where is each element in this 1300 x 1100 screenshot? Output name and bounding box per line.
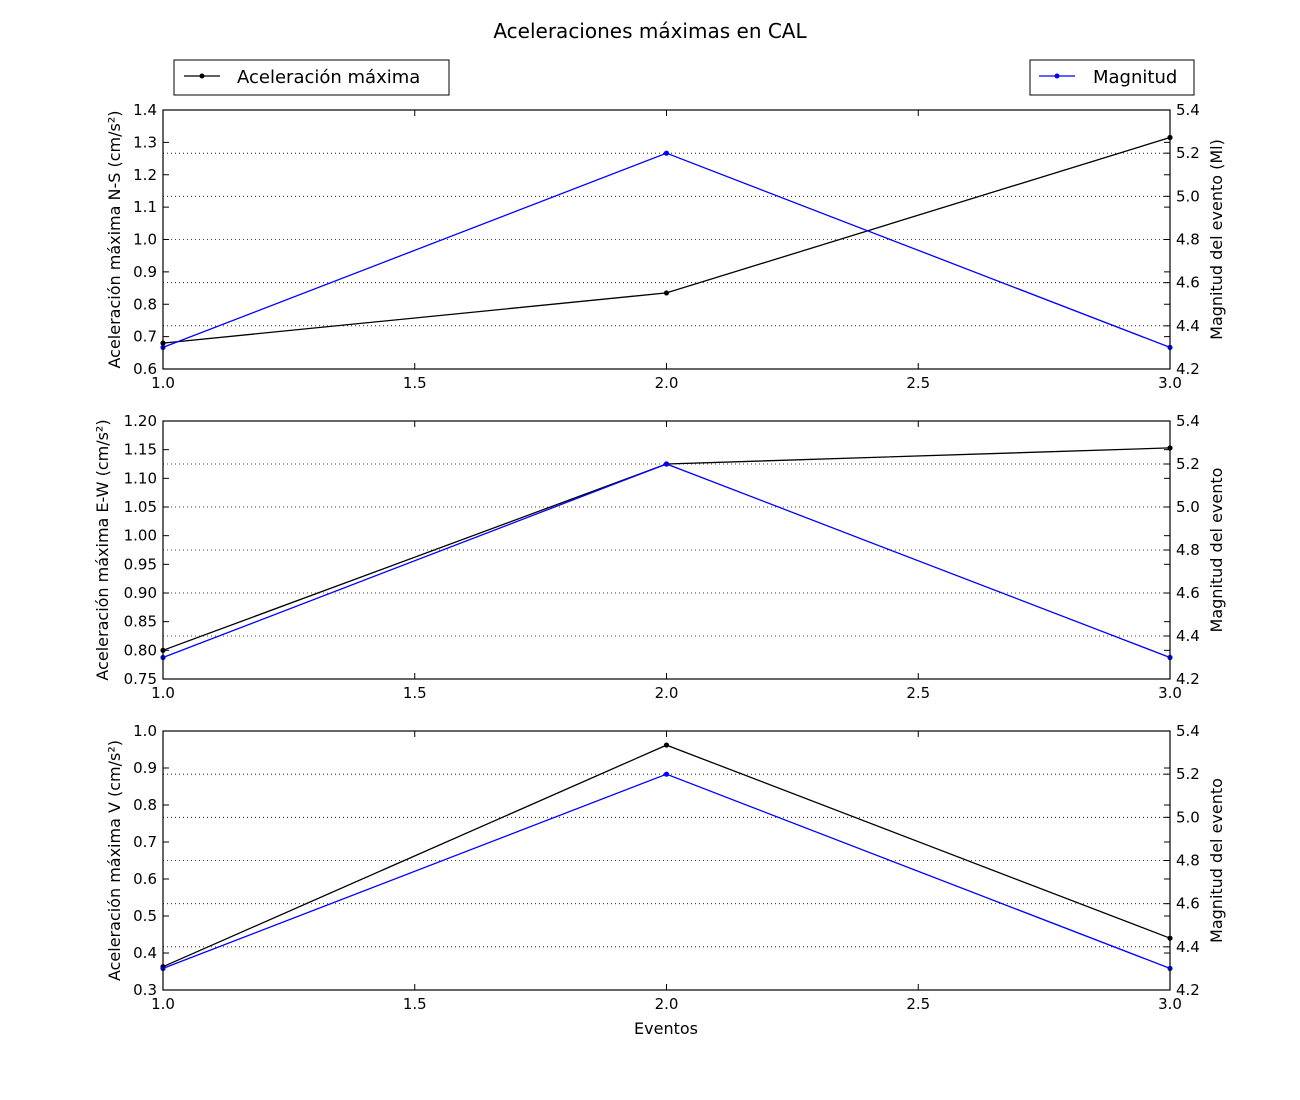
y-left-tick-label: 0.90 (124, 584, 157, 602)
x-tick-label: 2.0 (655, 374, 679, 392)
y-right-tick-label: 5.0 (1176, 187, 1200, 205)
y-right-tick-label: 4.6 (1176, 584, 1200, 602)
y-left-tick-label: 1.05 (124, 498, 157, 516)
x-axis-label: Eventos (634, 1019, 698, 1038)
magnitude-point (663, 771, 670, 777)
y-right-tick-label: 4.8 (1176, 231, 1200, 249)
x-tick-label: 2.5 (906, 995, 930, 1013)
x-tick-label: 2.0 (655, 684, 679, 702)
magnitude-point (663, 150, 670, 156)
y-right-tick-label: 4.8 (1176, 541, 1200, 559)
magnitude-line (162, 773, 1171, 970)
y-left-tick-label: 1.0 (133, 722, 157, 740)
y-left-tick-label: 1.20 (124, 412, 157, 430)
panel-1: 0.6 0.7 0.8 0.9 1.0 1.1 1.2 1.3 1.4 4.2 4.4 4.6 4.8 5… (105, 101, 1226, 392)
y-right-tick-label: 4.8 (1176, 852, 1200, 870)
acceleration-point (663, 742, 670, 748)
y-left-tick-label: 0.7 (133, 328, 157, 346)
y-left-tick-label: 0.9 (133, 263, 157, 281)
y-right-tick-label: 4.4 (1176, 317, 1200, 335)
y-right-tick-label: 4.4 (1176, 938, 1200, 956)
y-right-tick-label: 5.0 (1176, 498, 1200, 516)
magnitude-line (162, 152, 1171, 349)
y-right-tick-label: 4.2 (1176, 360, 1200, 378)
acceleration-line (162, 744, 1171, 968)
y-left-tick-label: 0.5 (133, 907, 157, 925)
legend-right-swatch-marker (1054, 73, 1060, 79)
magnitude-line (162, 463, 1171, 659)
y-left-tick-label: 0.7 (133, 833, 157, 851)
plot-frame (162, 420, 1171, 680)
y-left-tick-label: 0.75 (124, 670, 157, 688)
y-left-tick-label: 0.95 (124, 555, 157, 573)
legend-left-box (173, 59, 450, 96)
y-right-tick-label: 5.0 (1176, 808, 1200, 826)
y-left-tick-label: 1.1 (133, 198, 157, 216)
plot-frame (162, 730, 1171, 991)
y-left-tick-label: 1.3 (133, 133, 157, 151)
acceleration-point (663, 290, 670, 296)
y-left-tick-label: 1.2 (133, 166, 157, 184)
legend-right: Magnitud (1029, 59, 1195, 96)
legend-left: Aceleración máxima (173, 59, 450, 96)
y-left-axis-label: Aceleración máxima N-S (cm/s²) (105, 110, 124, 368)
y-right-tick-label: 4.6 (1176, 274, 1200, 292)
y-right-tick-label: 5.2 (1176, 455, 1200, 473)
legend-left-swatch-marker (199, 73, 205, 79)
acceleration-line (162, 447, 1171, 651)
y-left-tick-label: 0.9 (133, 759, 157, 777)
x-tick-label: 3.0 (1158, 374, 1182, 392)
y-left-axis-label: Aceleración máxima V (cm/s²) (105, 740, 124, 981)
y-left-tick-label: 0.85 (124, 613, 157, 631)
y-left-tick-label: 0.6 (133, 870, 157, 888)
y-left-tick-label: 1.4 (133, 101, 157, 119)
y-left-tick-label: 1.00 (124, 527, 157, 545)
x-tick-label: 1.5 (403, 374, 427, 392)
x-tick-label: 2.0 (655, 995, 679, 1013)
y-right-tick-label: 4.4 (1176, 627, 1200, 645)
x-tick-label: 2.5 (906, 684, 930, 702)
x-tick-label: 1.0 (151, 995, 175, 1013)
y-left-tick-label: 0.80 (124, 641, 157, 659)
x-tick-label: 3.0 (1158, 995, 1182, 1013)
magnitude-point (663, 461, 670, 467)
y-right-tick-label: 5.4 (1176, 412, 1200, 430)
plot-frame (162, 109, 1171, 370)
y-left-tick-label: 0.8 (133, 295, 157, 313)
y-right-tick-label: 4.6 (1176, 895, 1200, 913)
x-tick-label: 3.0 (1158, 684, 1182, 702)
legend-right-label: Magnitud (1093, 67, 1177, 88)
x-tick-label: 1.5 (403, 995, 427, 1013)
x-tick-label: 1.0 (151, 374, 175, 392)
chart-panels: 0.6 0.7 0.8 0.9 1.0 1.1 1.2 1.3 1.4 4.2 4.4 4.6 4.8 5… (93, 101, 1226, 1013)
x-tick-label: 2.5 (906, 374, 930, 392)
y-left-tick-label: 0.8 (133, 796, 157, 814)
y-right-axis-label: Magnitud del evento (Ml) (1207, 139, 1226, 340)
y-left-tick-label: 1.15 (124, 441, 157, 459)
y-right-tick-label: 5.2 (1176, 765, 1200, 783)
y-left-tick-label: 1.0 (133, 231, 157, 249)
legend-left-label: Aceleración máxima (237, 67, 420, 88)
y-left-tick-label: 0.6 (133, 360, 157, 378)
y-right-tick-label: 5.4 (1176, 722, 1200, 740)
y-right-tick-label: 4.2 (1176, 670, 1200, 688)
panel-3: 0.3 0.4 0.5 0.6 0.7 0.8 0.9 1.0 4.2 4.4 4.6 4.8 5.0 5… (105, 722, 1226, 1013)
x-tick-label: 1.5 (403, 684, 427, 702)
y-right-axis-label: Magnitud del evento (1207, 778, 1226, 943)
chart-title: Aceleraciones máximas en CAL (493, 19, 807, 43)
y-left-axis-label: Aceleración máxima E-W (cm/s²) (93, 419, 112, 680)
panel-2: 0.75 0.80 0.85 0.90 0.95 1.00 1.05 1.10 1.15 1.20… (93, 412, 1226, 702)
y-left-tick-label: 0.4 (133, 944, 157, 962)
y-right-tick-label: 4.2 (1176, 981, 1200, 999)
y-left-tick-label: 0.3 (133, 981, 157, 999)
x-tick-label: 1.0 (151, 684, 175, 702)
y-right-tick-label: 5.2 (1176, 144, 1200, 162)
acceleration-line (162, 136, 1171, 344)
y-right-tick-label: 5.4 (1176, 101, 1200, 119)
y-left-tick-label: 1.10 (124, 469, 157, 487)
y-right-axis-label: Magnitud del evento (1207, 468, 1226, 633)
